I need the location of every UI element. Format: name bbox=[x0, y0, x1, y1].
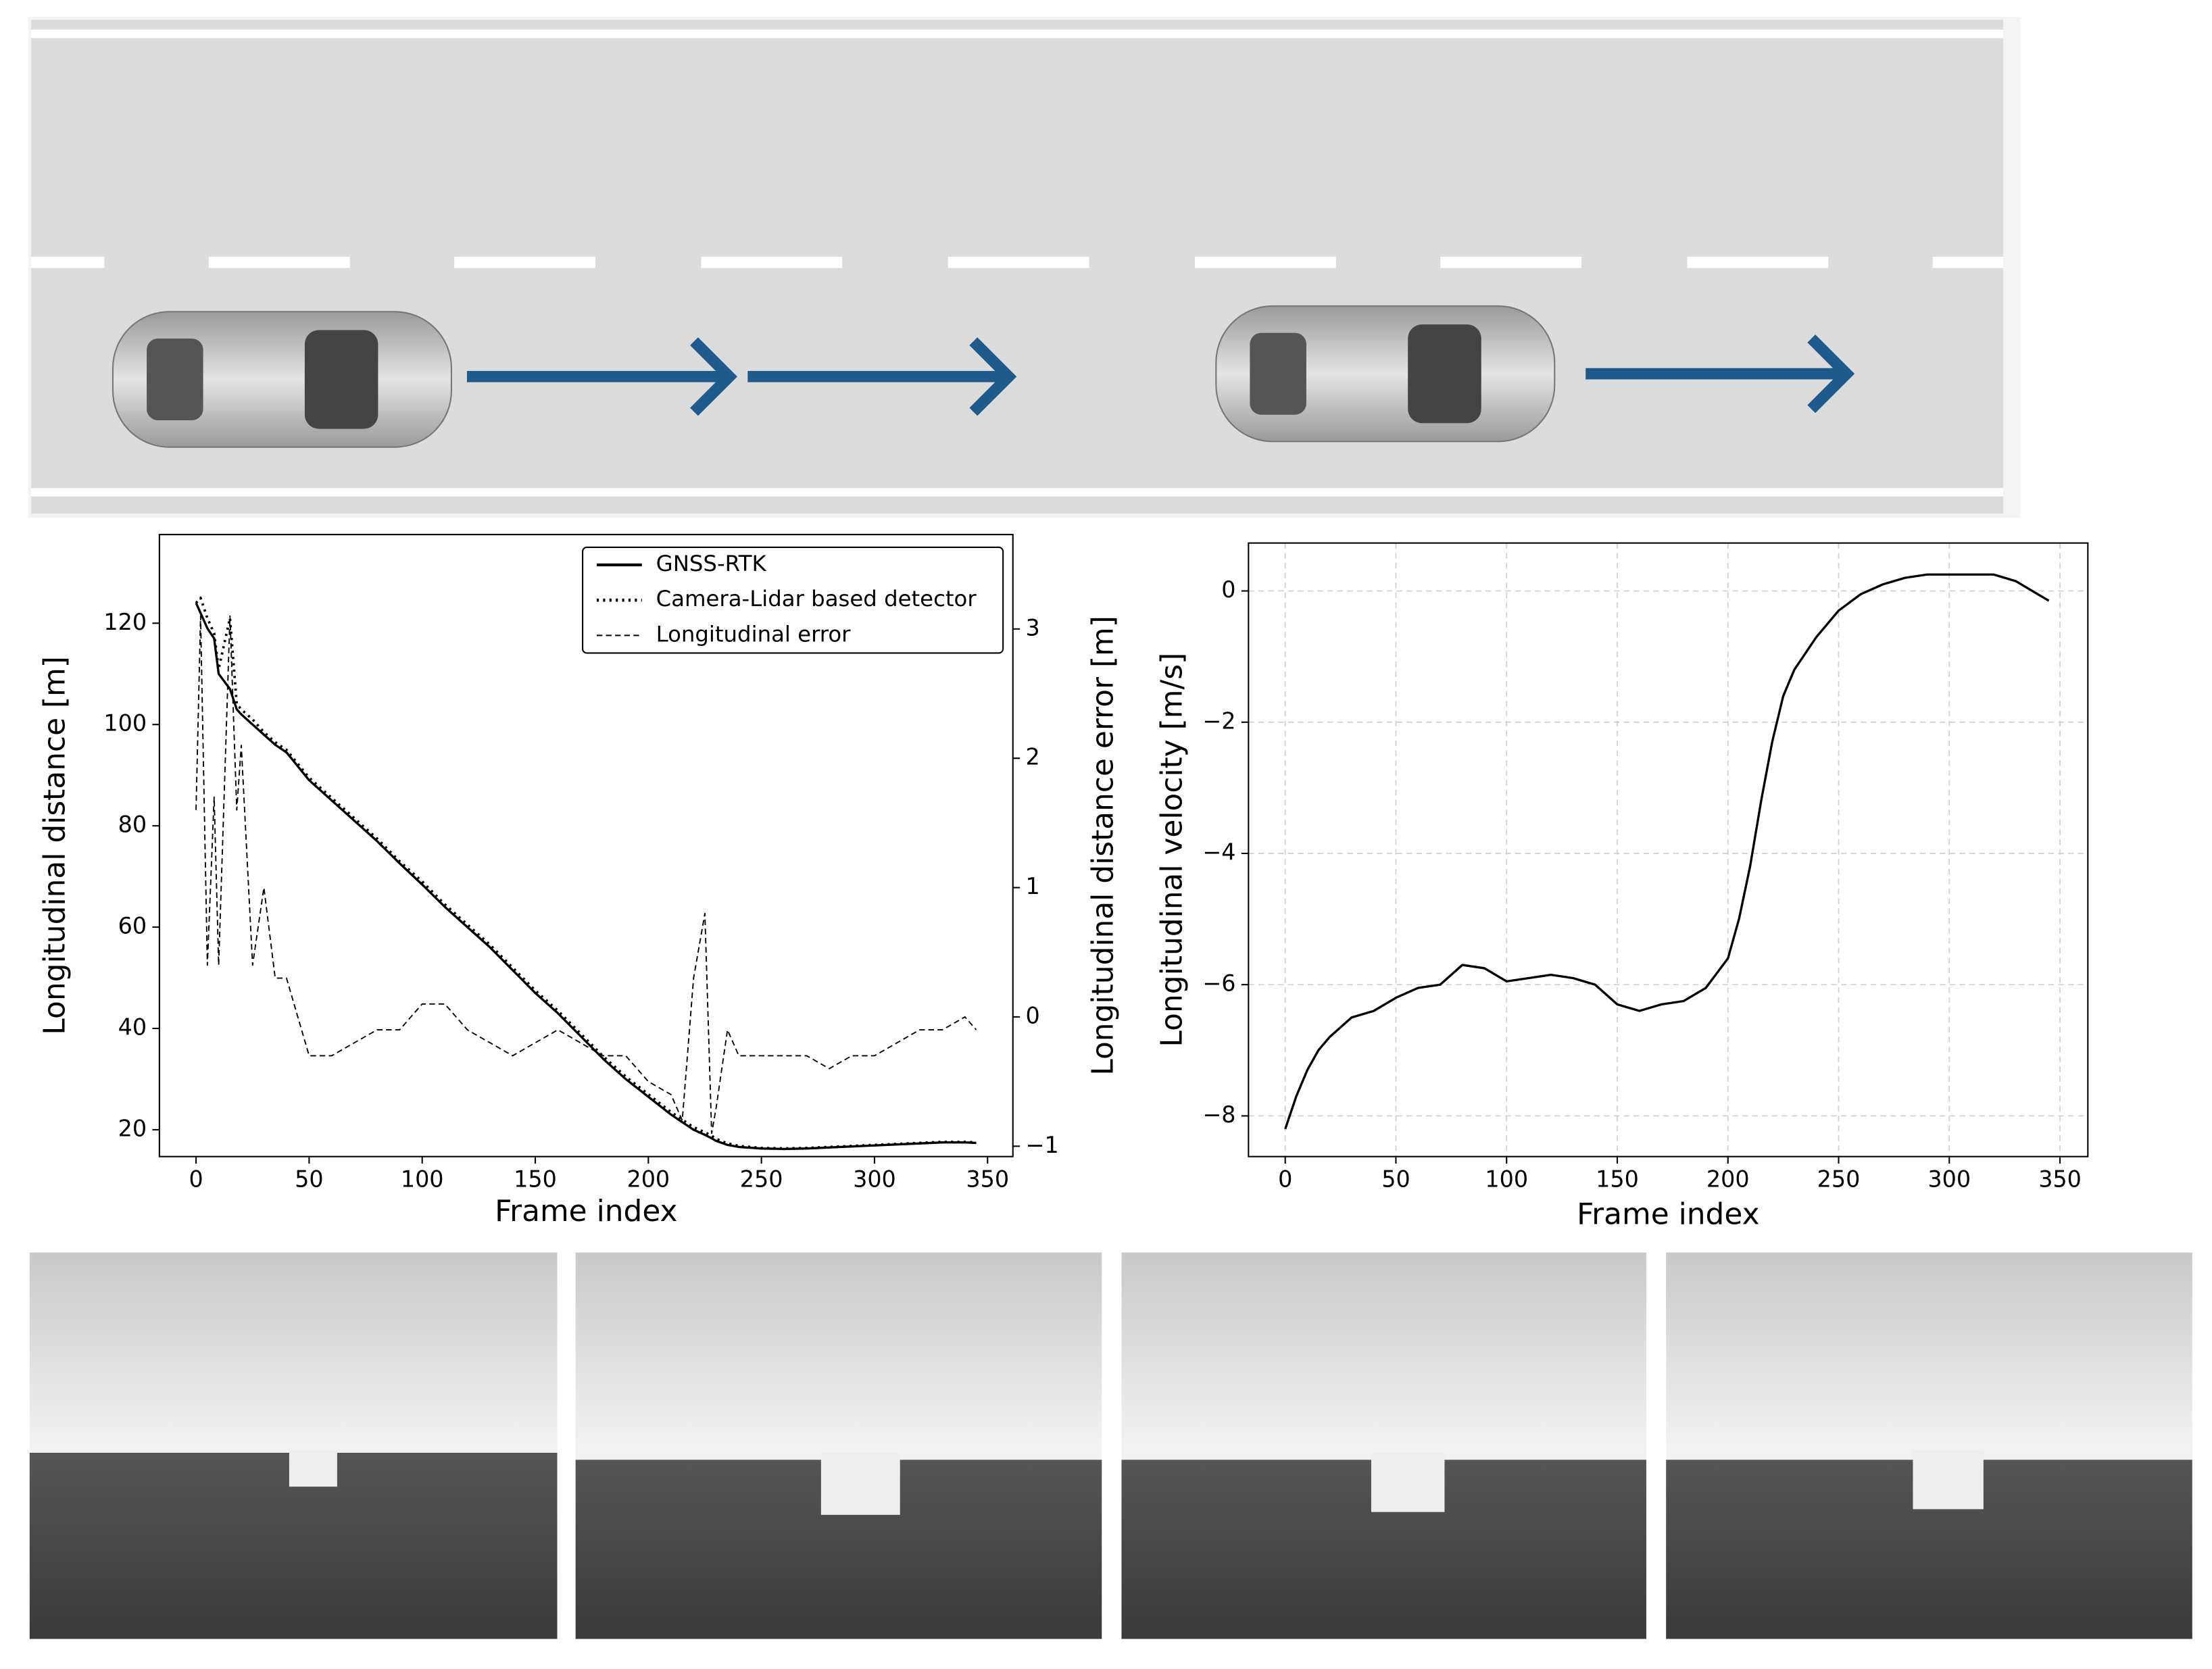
y-axis-label: Longitudinal distance [m] bbox=[37, 656, 72, 1035]
y2-axis-label: Longitudinal distance error [m] bbox=[1085, 616, 1120, 1076]
charts: 0 50 100 150 200 250 300 35020406080100120−1012… bbox=[37, 534, 2089, 1231]
x-tick-label: 250 bbox=[740, 1166, 783, 1193]
x-tick-label: 50 bbox=[295, 1166, 323, 1193]
x-tick-label: 350 bbox=[2038, 1166, 2082, 1193]
edge-line bbox=[30, 29, 2004, 39]
photo bbox=[29, 1252, 558, 1639]
y-tick-label: 40 bbox=[118, 1014, 147, 1040]
y2-tick-label: 2 bbox=[1026, 744, 1040, 770]
chart: 0 50 100 150 200 250 300 350 20 40 60 80 100 120 −1 0 1 2… bbox=[37, 534, 1120, 1228]
data-line bbox=[195, 602, 977, 1151]
y2-tick-label: 3 bbox=[1026, 614, 1040, 641]
legend-box bbox=[582, 546, 1004, 654]
x-tick-label: 200 bbox=[626, 1166, 670, 1193]
x-axis-label: Frame index bbox=[495, 1194, 677, 1228]
chart: 0 50 100 150 200 250 300 350 −8 −6 −4 −2 0 Frame inde… bbox=[1155, 542, 2089, 1231]
y-tick-label: 80 bbox=[118, 812, 147, 838]
photo bbox=[1666, 1252, 2192, 1639]
edge-line bbox=[30, 488, 2004, 497]
y-tick-label: −8 bbox=[1202, 1101, 1235, 1128]
legend-label: Longitudinal error bbox=[656, 621, 852, 647]
x-tick-label: 300 bbox=[853, 1166, 896, 1193]
data-line bbox=[1284, 573, 2050, 1130]
legend-label: Camera-Lidar based detector bbox=[656, 586, 977, 612]
y2-tick-label: −1 bbox=[1026, 1132, 1059, 1158]
x-tick-label: 100 bbox=[1485, 1166, 1528, 1193]
x-tick-label: 200 bbox=[1706, 1166, 1750, 1193]
road-diagram bbox=[28, 17, 2021, 518]
y-tick-label: −6 bbox=[1202, 970, 1235, 997]
x-tick-label: 250 bbox=[1817, 1166, 1861, 1193]
y-tick-label: 100 bbox=[103, 710, 147, 737]
x-tick-label: 0 bbox=[189, 1166, 203, 1193]
arrows bbox=[466, 334, 1855, 416]
plot-frame bbox=[1248, 542, 2089, 1157]
y2-tick-label: 0 bbox=[1026, 1002, 1040, 1028]
car bbox=[1215, 305, 1556, 443]
legend-label: GNSS-RTK bbox=[656, 551, 767, 576]
y2-tick-label: 1 bbox=[1026, 873, 1040, 899]
x-tick-label: 150 bbox=[514, 1166, 557, 1193]
y-tick-label: −4 bbox=[1202, 839, 1235, 865]
x-tick-label: 350 bbox=[966, 1166, 1009, 1193]
x-tick-label: 100 bbox=[401, 1166, 444, 1193]
data-line bbox=[195, 615, 977, 1135]
car bbox=[112, 311, 453, 448]
lane-dashes bbox=[30, 256, 2004, 268]
x-tick-label: 0 bbox=[1278, 1166, 1292, 1193]
y-tick-label: 0 bbox=[1221, 576, 1235, 603]
y-tick-label: −2 bbox=[1202, 707, 1235, 734]
x-tick-label: 300 bbox=[1927, 1166, 1971, 1193]
camera-frames bbox=[29, 1252, 2192, 1639]
x-axis-label: Frame index bbox=[1577, 1197, 1759, 1231]
photo bbox=[1121, 1252, 1646, 1639]
y-tick-label: 20 bbox=[118, 1115, 147, 1141]
y-tick-label: 120 bbox=[103, 609, 147, 635]
plot-frame bbox=[158, 534, 1014, 1157]
y-tick-label: 60 bbox=[118, 913, 147, 939]
y-axis-label: Longitudinal velocity [m/s] bbox=[1155, 653, 1189, 1047]
x-tick-label: 50 bbox=[1381, 1166, 1410, 1193]
x-tick-label: 150 bbox=[1596, 1166, 1639, 1193]
data-line bbox=[195, 596, 977, 1150]
photo bbox=[575, 1252, 1102, 1639]
